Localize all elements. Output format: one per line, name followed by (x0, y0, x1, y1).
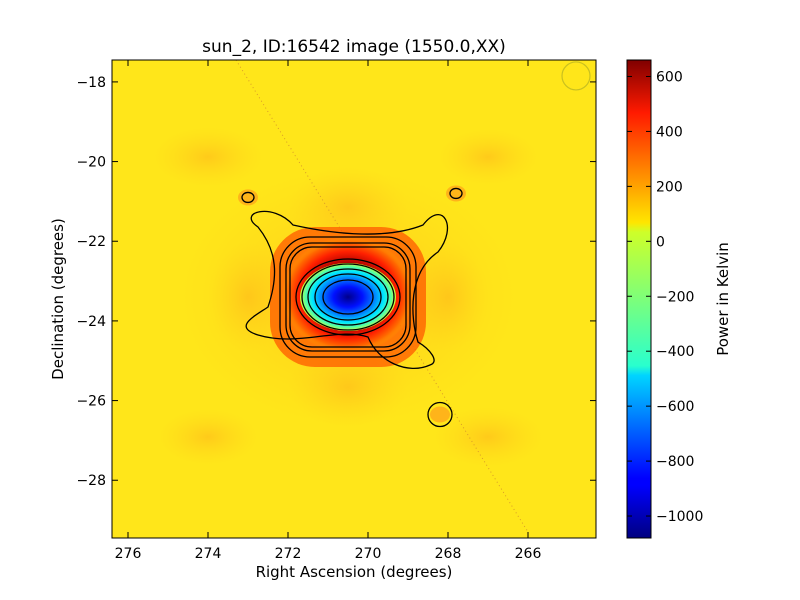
colorbar-tick-label: 400 (656, 124, 683, 140)
colorbar-tick-label: −400 (656, 344, 694, 360)
diagonal-track (235, 60, 529, 533)
contour-core (301, 263, 395, 331)
contour-core (314, 273, 382, 321)
plot-area (112, 60, 596, 538)
colorbar-label: Power in Kelvin (714, 242, 732, 356)
island-lower-right (430, 406, 450, 423)
colorbar: 600 400 200 0 −200 −400 −600 −800 −1000 Power in… (626, 59, 732, 539)
sidelobe-blob (438, 129, 538, 186)
y-tick-label: −20 (76, 155, 106, 171)
colorbar-tick-label: −600 (656, 399, 694, 415)
island-upper-right (446, 185, 466, 202)
x-tick-label: 274 (195, 546, 222, 562)
sidelobe-blob (433, 407, 543, 468)
plot-frame (111, 59, 597, 539)
colorbar-tick-label: −1000 (656, 509, 703, 525)
y-tick-label: −24 (76, 314, 106, 330)
beam-marker (561, 61, 591, 91)
x-axis-label: Right Ascension (degrees) (256, 563, 453, 581)
contour-outer (245, 210, 449, 369)
y-axis-label: Declination (degrees) (49, 218, 67, 380)
contour-lines (241, 187, 463, 428)
x-tick-label: 266 (515, 546, 542, 562)
heatmap-features (238, 185, 466, 423)
contour-core (295, 258, 401, 336)
y-tick-label: −18 (76, 75, 106, 91)
y-tick-label: −22 (76, 234, 106, 250)
colorbar-tick-label: 600 (656, 69, 683, 85)
colorbar-tick-label: 0 (656, 234, 665, 250)
y-tick-label: −28 (76, 473, 106, 489)
y-tick-label: −26 (76, 394, 106, 410)
central-negative-core (300, 263, 396, 332)
x-tick-label: 270 (355, 546, 382, 562)
contour-ring (289, 246, 407, 348)
island-upper-left (238, 189, 258, 206)
x-axis: 276 274 272 270 268 266 (115, 60, 542, 562)
chart-title: sun_2, ID:16542 image (1550.0,XX) (202, 37, 506, 57)
contour-island (449, 187, 463, 200)
contour-core (307, 268, 389, 326)
colorbar-tick-label: 200 (656, 179, 683, 195)
colorbar-ticks: 600 400 200 0 −200 −400 −600 −800 −1000 (627, 69, 703, 525)
contour-core (322, 279, 374, 315)
x-tick-label: 272 (275, 546, 302, 562)
sidelobe-blob (153, 127, 263, 188)
contour-island (427, 401, 453, 428)
contour-ring (285, 242, 411, 352)
colorbar-tick-label: −200 (656, 289, 694, 305)
x-tick-label: 268 (435, 546, 462, 562)
colorbar-gradient (626, 59, 652, 539)
x-tick-label: 276 (115, 546, 142, 562)
contour-island (241, 191, 255, 204)
colorbar-tick-label: −800 (656, 454, 694, 470)
y-axis: −18 −20 −22 −24 −26 −28 (76, 75, 596, 489)
sidelobe-blob (158, 409, 258, 466)
contour-ring (279, 236, 417, 358)
